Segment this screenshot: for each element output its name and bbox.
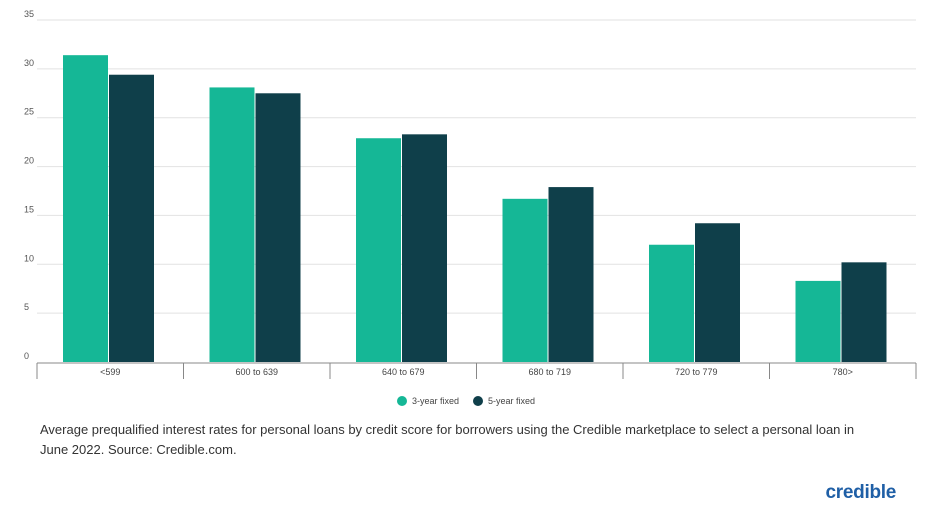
y-tick-label: 30 — [24, 58, 34, 68]
legend: 3-year fixed 5-year fixed — [0, 396, 932, 406]
x-tick-label: 680 to 719 — [528, 367, 571, 377]
bar — [356, 138, 401, 362]
bar — [502, 198, 548, 362]
bar-chart: 0 5 10 15 20 25 30 35 <599 600 to 639 640 to 679 6… — [24, 9, 917, 379]
legend-label-3-year: 3-year fixed — [411, 396, 459, 406]
y-tick-label: 10 — [24, 253, 34, 263]
credible-logo: credible — [825, 482, 897, 503]
bar — [795, 280, 841, 362]
bar — [695, 223, 740, 362]
bar — [548, 187, 594, 362]
y-tick-label: 0 — [24, 351, 29, 361]
legend-item-3-year: 3-year fixed — [396, 396, 459, 406]
x-axis: <599 600 to 639 640 to 679 680 to 719 720 to… — [36, 362, 917, 379]
y-axis-ticks: 0 5 10 15 20 25 30 35 — [24, 9, 34, 361]
y-tick-label: 25 — [24, 107, 34, 117]
legend-label-5-year: 5-year fixed — [488, 396, 536, 406]
gridlines — [37, 19, 916, 314]
y-tick-label: 35 — [24, 9, 34, 19]
chart-caption: Average prequalified interest rates for … — [40, 422, 855, 457]
bar — [841, 262, 887, 362]
bars — [63, 55, 887, 363]
bar — [209, 87, 255, 363]
legend-swatch-3-year — [396, 396, 407, 406]
bar — [255, 93, 301, 363]
x-tick-label: 600 to 639 — [235, 367, 278, 377]
bar — [109, 74, 154, 362]
y-tick-label: 15 — [24, 204, 34, 214]
y-tick-label: 20 — [24, 156, 34, 166]
bar — [63, 55, 108, 362]
bar — [649, 244, 694, 362]
legend-item-5-year: 5-year fixed — [473, 396, 535, 406]
y-tick-label: 5 — [24, 302, 29, 312]
x-tick-label: 720 to 779 — [675, 367, 718, 377]
x-tick-label: 640 to 679 — [382, 367, 425, 377]
x-tick-label: <599 — [100, 367, 120, 377]
bar — [402, 134, 447, 362]
legend-swatch-5-year — [473, 396, 483, 406]
x-tick-label: 780> — [833, 367, 853, 377]
